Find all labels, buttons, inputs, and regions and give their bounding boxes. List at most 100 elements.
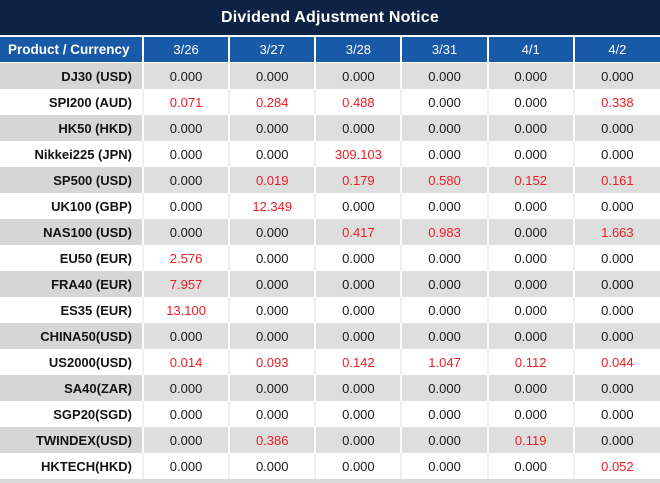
value-cell: 0.000 [401,427,489,453]
value-cell: 0.000 [487,375,575,401]
value-cell: 0.000 [229,62,317,89]
value-cell: 0.000 [487,323,575,349]
value-cell: 0.000 [315,323,403,349]
value-cell: 0.580 [401,167,489,193]
value-cell: 0.052 [573,453,660,479]
product-cell: HK50 (HKD) [0,115,144,141]
value-cell: 0.488 [315,89,403,115]
column-header-date: 3/26 [143,37,231,63]
value-cell: 0.000 [573,245,660,271]
table-row: HK50 (HKD) 0.000 0.000 0.000 0.000 0.000 0.000 [0,115,660,141]
value-cell: 0.152 [487,167,575,193]
product-cell: US2000(USD) [0,349,144,375]
value-cell: 0.000 [487,89,575,115]
value-cell: 0.044 [573,349,660,375]
product-cell: Nikkei225 (JPN) [0,141,144,167]
column-header-date: 4/1 [487,37,575,63]
value-cell: 0.000 [573,427,660,453]
value-cell: 0.000 [573,62,660,89]
product-cell: UK100 (GBP) [0,193,144,219]
value-cell: 0.000 [401,271,489,297]
product-cell: SA40(ZAR) [0,375,144,401]
table-row: CHINA50(USD) 0.000 0.000 0.000 0.000 0.000 0.0… [0,323,660,349]
value-cell: 0.000 [315,115,403,141]
value-cell: 0.000 [573,323,660,349]
value-cell: 0.000 [143,115,231,141]
page-title: Dividend Adjustment Notice [221,8,439,26]
table-row: US2000(USD) 0.014 0.093 0.142 1.047 0.112 0.04… [0,349,660,375]
value-cell: 0.000 [315,271,403,297]
value-cell: 0.000 [143,427,231,453]
value-cell: 1.047 [401,349,489,375]
value-cell: 0.000 [487,141,575,167]
value-cell: 2.576 [143,245,231,271]
column-header-date: 3/28 [315,37,403,63]
value-cell: 0.000 [401,401,489,427]
value-cell: 0.142 [315,349,403,375]
value-cell: 0.000 [401,297,489,323]
value-cell: 0.000 [487,219,575,245]
table-row: SP500 (USD) 0.000 0.019 0.179 0.580 0.152 0.16… [0,167,660,193]
table-row: NAS100 (USD) 0.000 0.000 0.417 0.983 0.000 1.6… [0,219,660,245]
value-cell: 0.417 [315,219,403,245]
value-cell: 0.000 [487,245,575,271]
table-row: ES35 (EUR) 13.100 0.000 0.000 0.000 0.000 0.00… [0,297,660,323]
value-cell: 0.000 [229,245,317,271]
value-cell: 0.000 [143,62,231,89]
value-cell: 0.000 [401,453,489,479]
value-cell: 0.000 [315,375,403,401]
value-cell: 0.000 [229,401,317,427]
table-body: DJ30 (USD) 0.000 0.000 0.000 0.000 0.000 0.000… [0,62,660,479]
value-cell: 0.000 [315,427,403,453]
value-cell: 0.000 [401,141,489,167]
column-header-product: Product / Currency [0,37,144,63]
column-header-date: 3/31 [401,37,489,63]
value-cell: 0.112 [487,349,575,375]
value-cell: 0.000 [315,245,403,271]
value-cell: 0.000 [487,453,575,479]
column-header-date: 3/27 [229,37,317,63]
value-cell: 0.000 [401,193,489,219]
product-cell: SGP20(SGD) [0,401,144,427]
value-cell: 0.000 [143,453,231,479]
product-cell: SP500 (USD) [0,167,144,193]
product-cell: ES35 (EUR) [0,297,144,323]
value-cell: 0.000 [487,401,575,427]
value-cell: 0.000 [487,115,575,141]
product-cell: EU50 (EUR) [0,245,144,271]
value-cell: 0.019 [229,167,317,193]
value-cell: 0.014 [143,349,231,375]
table-row: DJ30 (USD) 0.000 0.000 0.000 0.000 0.000 0.000 [0,62,660,89]
value-cell: 0.000 [229,375,317,401]
value-cell: 0.000 [487,271,575,297]
value-cell: 0.000 [229,323,317,349]
value-cell: 0.000 [487,193,575,219]
table-row: TWINDEX(USD) 0.000 0.386 0.000 0.000 0.119 0.0… [0,427,660,453]
value-cell: 0.000 [143,141,231,167]
value-cell: 0.000 [401,323,489,349]
value-cell: 0.161 [573,167,660,193]
column-header-date: 4/2 [573,37,660,63]
value-cell: 0.386 [229,427,317,453]
value-cell: 0.000 [315,62,403,89]
header-row: Product / Currency 3/26 3/27 3/28 3/31 4/1 4/… [0,37,660,63]
table-row: EU50 (EUR) 2.576 0.000 0.000 0.000 0.000 0.000 [0,245,660,271]
product-cell: TWINDEX(USD) [0,427,144,453]
value-cell: 0.119 [487,427,575,453]
table-row: SPI200 (AUD) 0.071 0.284 0.488 0.000 0.000 0.3… [0,89,660,115]
value-cell: 0.000 [315,193,403,219]
value-cell: 0.338 [573,89,660,115]
value-cell: 0.000 [229,271,317,297]
value-cell: 0.000 [143,375,231,401]
value-cell: 0.000 [401,62,489,89]
product-cell: SPI200 (AUD) [0,89,144,115]
value-cell: 12.349 [229,193,317,219]
value-cell: 0.000 [401,245,489,271]
product-cell: CHINA50(USD) [0,323,144,349]
value-cell: 0.000 [229,115,317,141]
table-row: SA40(ZAR) 0.000 0.000 0.000 0.000 0.000 0.000 [0,375,660,401]
value-cell: 0.093 [229,349,317,375]
value-cell: 0.284 [229,89,317,115]
value-cell: 0.000 [229,141,317,167]
value-cell: 0.000 [401,115,489,141]
